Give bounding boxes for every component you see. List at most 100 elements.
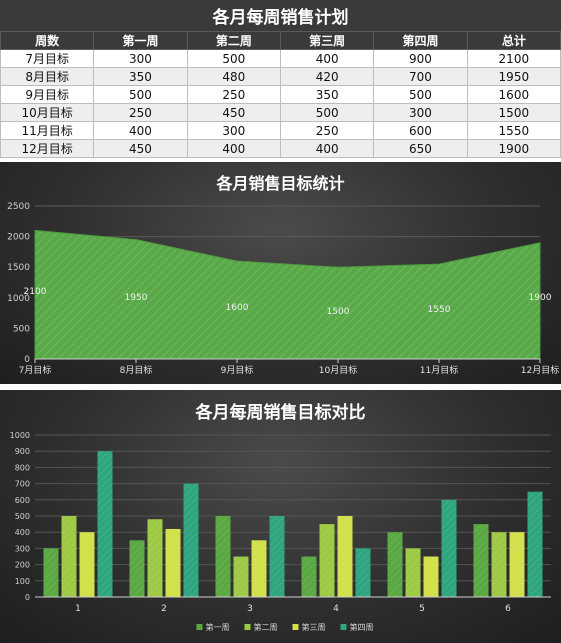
data-label: 1900 <box>529 293 552 303</box>
cell-month: 7月目标 <box>0 49 95 68</box>
y-tick-label: 2500 <box>7 202 30 212</box>
legend-swatch <box>196 624 203 630</box>
header-week-4: 第四周 <box>373 31 468 50</box>
legend-swatch <box>244 624 251 630</box>
table-title: 各月每周销售计划 <box>0 0 561 31</box>
cell-week-3: 400 <box>279 49 375 68</box>
cell-week-1: 400 <box>93 121 188 140</box>
cell-week-2: 400 <box>186 139 281 158</box>
y-tick-label: 1000 <box>10 431 30 440</box>
cell-week-2: 250 <box>186 85 281 104</box>
y-tick-label: 500 <box>15 512 30 521</box>
y-tick-label: 1500 <box>7 263 30 273</box>
legend-label: 第三周 <box>302 622 326 632</box>
x-tick-label: 11月目标 <box>420 364 458 376</box>
cell-week-4: 500 <box>373 85 468 104</box>
header-total: 总计 <box>466 31 561 50</box>
cell-week-1: 300 <box>93 49 188 68</box>
bar <box>423 556 439 597</box>
bar <box>61 516 77 597</box>
legend-label: 第一周 <box>206 622 230 632</box>
cell-week-3: 500 <box>279 103 375 122</box>
area-chart-panel: 各月销售目标统计 0 500 1000 1500 2000 2500 7月目标 8月目标 9月目… <box>0 162 561 384</box>
cell-total: 1500 <box>466 103 561 122</box>
data-label: 1500 <box>327 307 350 317</box>
y-tick-label: 100 <box>15 577 30 586</box>
x-tick-label: 9月目标 <box>221 364 254 376</box>
x-tick-label: 12月目标 <box>521 364 559 376</box>
bar <box>509 532 525 597</box>
y-tick-label: 0 <box>25 593 30 602</box>
cell-week-2: 450 <box>186 103 281 122</box>
x-tick-label: 6 <box>505 604 511 614</box>
cell-week-4: 600 <box>373 121 468 140</box>
header-week-count: 周数 <box>0 31 95 50</box>
bar <box>183 483 199 597</box>
cell-month: 12月目标 <box>0 139 95 158</box>
bar <box>215 516 231 597</box>
table-header-row: 周数 第一周 第二周 第三周 第四周 总计 <box>0 31 561 50</box>
bar <box>43 548 59 597</box>
cell-week-3: 400 <box>279 139 375 158</box>
cell-total: 2100 <box>466 49 561 68</box>
legend-label: 第二周 <box>254 622 278 632</box>
table-row: 8月目标 350 480 420 700 1950 <box>0 67 561 86</box>
x-tick-label: 10月目标 <box>319 364 357 376</box>
header-week-3: 第三周 <box>279 31 375 50</box>
bar <box>355 548 371 597</box>
sales-plan-table: 周数 第一周 第二周 第三周 第四周 总计 7月目标 300 500 400 9… <box>0 31 561 158</box>
cell-week-2: 480 <box>186 67 281 86</box>
bar <box>165 528 181 597</box>
bar <box>337 516 353 597</box>
x-tick-label: 5 <box>419 604 425 614</box>
y-tick-label: 400 <box>15 528 30 537</box>
table-row: 12月目标 450 400 400 650 1900 <box>0 139 561 158</box>
table-row: 11月目标 400 300 250 600 1550 <box>0 121 561 140</box>
y-tick-label: 300 <box>15 544 30 553</box>
header-week-1: 第一周 <box>93 31 188 50</box>
data-label: 1950 <box>125 293 148 303</box>
cell-week-2: 500 <box>186 49 281 68</box>
bar <box>441 499 457 597</box>
area-chart: 0 500 1000 1500 2000 2500 7月目标 8月目标 9月目标 10月目标 11月… <box>7 202 559 376</box>
cell-week-4: 700 <box>373 67 468 86</box>
cell-total: 1950 <box>466 67 561 86</box>
table-row: 9月目标 500 250 350 500 1600 <box>0 85 561 104</box>
bar <box>269 516 285 597</box>
x-tick-label: 4 <box>333 604 339 614</box>
cell-week-1: 500 <box>93 85 188 104</box>
legend-swatch <box>340 624 347 630</box>
area-series <box>34 229 541 360</box>
bar <box>251 540 267 597</box>
x-tick-label: 8月目标 <box>120 364 153 376</box>
table-row: 7月目标 300 500 400 900 2100 <box>0 49 561 68</box>
cell-week-3: 250 <box>279 121 375 140</box>
cell-month: 10月目标 <box>0 103 95 122</box>
cell-week-1: 250 <box>93 103 188 122</box>
bar <box>147 519 163 597</box>
cell-week-4: 650 <box>373 139 468 158</box>
bar <box>527 491 543 597</box>
cell-total: 1900 <box>466 139 561 158</box>
x-tick-label: 2 <box>161 604 167 614</box>
cell-week-1: 450 <box>93 139 188 158</box>
cell-week-4: 300 <box>373 103 468 122</box>
cell-month: 11月目标 <box>0 121 95 140</box>
y-tick-label: 0 <box>24 355 30 365</box>
bar <box>387 532 403 597</box>
cell-week-1: 350 <box>93 67 188 86</box>
bar <box>129 540 145 597</box>
cell-total: 1550 <box>466 121 561 140</box>
y-tick-label: 2000 <box>7 233 30 243</box>
cell-total: 1600 <box>466 85 561 104</box>
bar-chart: 0 100 200 300 400 500 600 700 800 900 1000 1 2 3 4 5 6 第一… <box>10 431 551 632</box>
cell-week-3: 350 <box>279 85 375 104</box>
cell-month: 9月目标 <box>0 85 95 104</box>
x-tick-label: 3 <box>247 604 253 614</box>
table-row: 10月目标 250 450 500 300 1500 <box>0 103 561 122</box>
bar <box>97 451 113 597</box>
y-tick-label: 700 <box>15 480 30 489</box>
bar <box>319 524 335 597</box>
y-tick-label: 1000 <box>7 294 30 304</box>
legend-swatch <box>292 624 299 630</box>
